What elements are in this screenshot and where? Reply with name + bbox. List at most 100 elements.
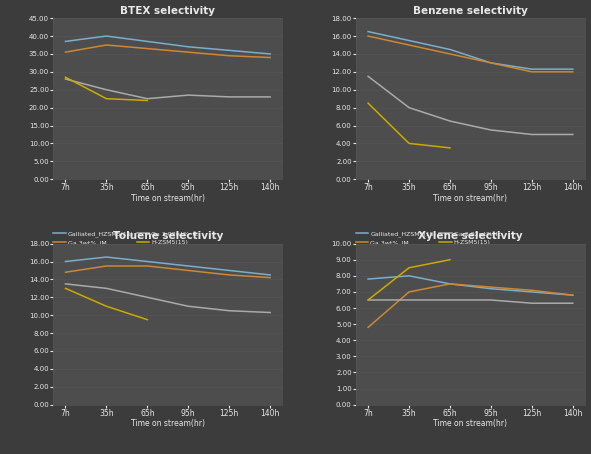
Ga 3.02wt%_IE <box>144 295 151 300</box>
Galliated_HZSM5(15) <box>528 66 535 72</box>
Line: H-ZSM5(15): H-ZSM5(15) <box>368 260 450 300</box>
Galliated_HZSM5(15) <box>267 272 274 278</box>
Ga 3.02wt%_IE <box>528 301 535 306</box>
Galliated_HZSM5(15) <box>365 29 372 35</box>
Ga 3.02wt%_IE <box>62 281 69 286</box>
Ga 3wt%_IM <box>185 268 192 273</box>
Galliated_HZSM5(15) <box>488 286 495 291</box>
Ga 3wt%_IM <box>446 281 453 286</box>
Line: Ga 3wt%_IM: Ga 3wt%_IM <box>66 266 270 277</box>
Galliated_HZSM5(15) <box>103 33 110 39</box>
Line: Ga 3wt%_IM: Ga 3wt%_IM <box>368 36 573 72</box>
Ga 3.02wt%_IE <box>569 132 576 137</box>
Line: Galliated_HZSM5(15): Galliated_HZSM5(15) <box>368 276 573 295</box>
H-ZSM5(15) <box>62 74 69 80</box>
H-ZSM5(15) <box>365 297 372 303</box>
Galliated_HZSM5(15) <box>226 268 233 273</box>
Legend: Galliated_HZSM5(15), Ga 3wt%_IM, Ga 3.02wt%_IE, H-ZSM5(15): Galliated_HZSM5(15), Ga 3wt%_IM, Ga 3.02… <box>356 231 501 246</box>
H-ZSM5(15) <box>405 265 413 271</box>
Line: H-ZSM5(15): H-ZSM5(15) <box>368 103 450 148</box>
Ga 3wt%_IM <box>226 272 233 278</box>
X-axis label: Time on stream(hr): Time on stream(hr) <box>131 194 205 203</box>
Title: Xylene selectivity: Xylene selectivity <box>418 232 523 242</box>
Line: H-ZSM5(15): H-ZSM5(15) <box>66 77 147 100</box>
Ga 3.02wt%_IE <box>185 92 192 98</box>
Title: Toluene selectivity: Toluene selectivity <box>113 232 223 242</box>
X-axis label: Time on stream(hr): Time on stream(hr) <box>433 194 508 203</box>
Line: Ga 3.02wt%_IE: Ga 3.02wt%_IE <box>368 76 573 134</box>
Ga 3.02wt%_IE <box>144 96 151 101</box>
H-ZSM5(15) <box>103 304 110 309</box>
Ga 3wt%_IM <box>103 42 110 48</box>
Title: Benzene selectivity: Benzene selectivity <box>413 6 528 16</box>
Galliated_HZSM5(15) <box>185 263 192 269</box>
Ga 3.02wt%_IE <box>405 105 413 110</box>
Galliated_HZSM5(15) <box>226 48 233 53</box>
Galliated_HZSM5(15) <box>365 276 372 282</box>
Galliated_HZSM5(15) <box>446 47 453 52</box>
Galliated_HZSM5(15) <box>569 66 576 72</box>
Line: Ga 3wt%_IM: Ga 3wt%_IM <box>368 284 573 327</box>
Ga 3wt%_IM <box>569 69 576 74</box>
Ga 3.02wt%_IE <box>185 304 192 309</box>
Line: Ga 3.02wt%_IE: Ga 3.02wt%_IE <box>66 79 270 99</box>
Ga 3.02wt%_IE <box>103 286 110 291</box>
H-ZSM5(15) <box>103 96 110 101</box>
Ga 3.02wt%_IE <box>365 297 372 303</box>
Ga 3wt%_IM <box>365 325 372 330</box>
Line: Galliated_HZSM5(15): Galliated_HZSM5(15) <box>368 32 573 69</box>
H-ZSM5(15) <box>365 100 372 106</box>
Title: BTEX selectivity: BTEX selectivity <box>121 6 215 16</box>
Ga 3.02wt%_IE <box>569 301 576 306</box>
Galliated_HZSM5(15) <box>569 292 576 298</box>
Galliated_HZSM5(15) <box>103 254 110 260</box>
Line: Ga 3wt%_IM: Ga 3wt%_IM <box>66 45 270 58</box>
Ga 3.02wt%_IE <box>103 87 110 93</box>
Ga 3.02wt%_IE <box>62 76 69 82</box>
Ga 3wt%_IM <box>446 51 453 57</box>
Galliated_HZSM5(15) <box>446 281 453 286</box>
Ga 3wt%_IM <box>144 46 151 51</box>
X-axis label: Time on stream(hr): Time on stream(hr) <box>433 419 508 428</box>
Line: Galliated_HZSM5(15): Galliated_HZSM5(15) <box>66 257 270 275</box>
Ga 3wt%_IM <box>144 263 151 269</box>
Ga 3.02wt%_IE <box>488 297 495 303</box>
Ga 3wt%_IM <box>267 275 274 280</box>
Ga 3wt%_IM <box>185 49 192 55</box>
H-ZSM5(15) <box>144 98 151 103</box>
Ga 3.02wt%_IE <box>365 74 372 79</box>
Ga 3wt%_IM <box>62 270 69 275</box>
H-ZSM5(15) <box>62 286 69 291</box>
Galliated_HZSM5(15) <box>62 39 69 44</box>
Ga 3wt%_IM <box>569 292 576 298</box>
Ga 3wt%_IM <box>528 287 535 293</box>
Ga 3wt%_IM <box>528 69 535 74</box>
Ga 3.02wt%_IE <box>226 308 233 313</box>
X-axis label: Time on stream(hr): Time on stream(hr) <box>131 419 205 428</box>
Ga 3.02wt%_IE <box>528 132 535 137</box>
Ga 3wt%_IM <box>267 55 274 60</box>
Line: Ga 3.02wt%_IE: Ga 3.02wt%_IE <box>368 300 573 303</box>
Line: H-ZSM5(15): H-ZSM5(15) <box>66 288 147 320</box>
Galliated_HZSM5(15) <box>185 44 192 49</box>
Ga 3wt%_IM <box>226 53 233 59</box>
Ga 3.02wt%_IE <box>446 118 453 124</box>
Ga 3wt%_IM <box>488 284 495 290</box>
Ga 3.02wt%_IE <box>226 94 233 99</box>
Galliated_HZSM5(15) <box>405 38 413 43</box>
Galliated_HZSM5(15) <box>405 273 413 279</box>
Line: Galliated_HZSM5(15): Galliated_HZSM5(15) <box>66 36 270 54</box>
Galliated_HZSM5(15) <box>62 259 69 264</box>
Ga 3wt%_IM <box>488 60 495 66</box>
H-ZSM5(15) <box>446 257 453 262</box>
Ga 3wt%_IM <box>103 263 110 269</box>
Ga 3.02wt%_IE <box>446 297 453 303</box>
H-ZSM5(15) <box>446 145 453 151</box>
Ga 3wt%_IM <box>62 49 69 55</box>
H-ZSM5(15) <box>405 141 413 146</box>
Ga 3wt%_IM <box>405 289 413 295</box>
Ga 3.02wt%_IE <box>405 297 413 303</box>
Ga 3.02wt%_IE <box>488 127 495 133</box>
Ga 3wt%_IM <box>365 33 372 39</box>
Galliated_HZSM5(15) <box>267 51 274 57</box>
